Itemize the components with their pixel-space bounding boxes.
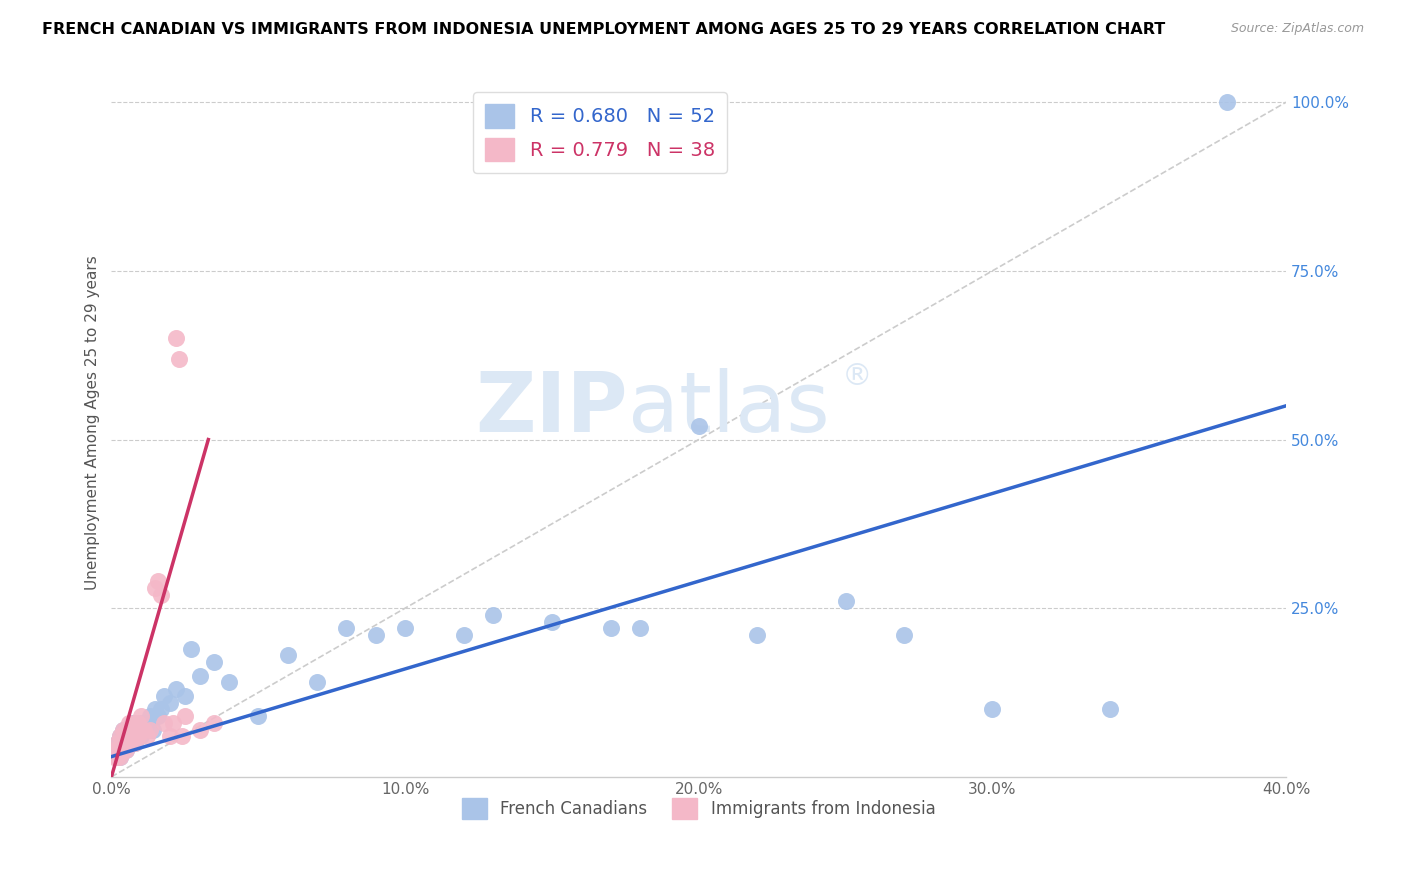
Point: [112, 723, 135, 737]
Point: [165, 682, 187, 697]
Point: [145, 581, 167, 595]
Point: [118, 736, 141, 750]
Point: [121, 730, 143, 744]
Point: [124, 736, 146, 750]
Point: [165, 331, 187, 345]
Point: [188, 723, 211, 737]
Point: [145, 702, 167, 716]
Point: [103, 743, 125, 757]
Point: [202, 715, 225, 730]
Point: [129, 730, 152, 744]
Point: [121, 736, 143, 750]
Y-axis label: Unemployment Among Ages 25 to 29 years: Unemployment Among Ages 25 to 29 years: [86, 255, 100, 591]
Point: [153, 715, 176, 730]
Point: [112, 723, 135, 737]
Point: [124, 736, 146, 750]
Point: [138, 709, 160, 723]
Point: [277, 648, 299, 663]
Point: [115, 736, 138, 750]
Point: [135, 730, 157, 744]
Point: [110, 749, 132, 764]
Point: [364, 628, 387, 642]
Point: [124, 730, 146, 744]
Point: [129, 723, 152, 737]
Point: [115, 743, 138, 757]
Point: [150, 588, 173, 602]
Point: [153, 689, 176, 703]
Point: [132, 723, 155, 737]
Point: [148, 709, 170, 723]
Point: [112, 736, 135, 750]
Text: ZIP: ZIP: [475, 368, 628, 449]
Point: [173, 689, 195, 703]
Point: [121, 715, 143, 730]
Legend: French Canadians, Immigrants from Indonesia: French Canadians, Immigrants from Indone…: [456, 791, 942, 825]
Point: [138, 723, 160, 737]
Point: [121, 723, 143, 737]
Point: [110, 730, 132, 744]
Point: [129, 715, 152, 730]
Point: [747, 628, 769, 642]
Point: [173, 709, 195, 723]
Point: [105, 736, 128, 750]
Point: [628, 622, 651, 636]
Point: [110, 743, 132, 757]
Point: [115, 723, 138, 737]
Point: [105, 736, 128, 750]
Point: [118, 715, 141, 730]
Point: [167, 351, 190, 366]
Point: [599, 622, 621, 636]
Point: [115, 736, 138, 750]
Point: [150, 702, 173, 716]
Point: [159, 696, 181, 710]
Point: [335, 622, 357, 636]
Point: [159, 730, 181, 744]
Point: [110, 730, 132, 744]
Text: atlas: atlas: [628, 368, 830, 449]
Point: [453, 628, 475, 642]
Point: [129, 709, 152, 723]
Point: [115, 743, 138, 757]
Point: [105, 749, 128, 764]
Point: [127, 730, 149, 744]
Point: [127, 715, 149, 730]
Point: [202, 655, 225, 669]
Text: Source: ZipAtlas.com: Source: ZipAtlas.com: [1230, 22, 1364, 36]
Point: [103, 743, 125, 757]
Point: [135, 715, 157, 730]
Point: [112, 743, 135, 757]
Point: [127, 730, 149, 744]
Point: [218, 675, 240, 690]
Point: [115, 730, 138, 744]
Point: [110, 749, 132, 764]
Point: [834, 594, 856, 608]
Point: [170, 730, 193, 744]
Point: [981, 702, 1004, 716]
Point: [180, 641, 202, 656]
Point: [132, 723, 155, 737]
Point: [305, 675, 328, 690]
Text: FRENCH CANADIAN VS IMMIGRANTS FROM INDONESIA UNEMPLOYMENT AMONG AGES 25 TO 29 YE: FRENCH CANADIAN VS IMMIGRANTS FROM INDON…: [42, 22, 1166, 37]
Point: [1098, 702, 1121, 716]
Point: [394, 622, 416, 636]
Point: [482, 607, 505, 622]
Text: ®: ®: [842, 362, 873, 392]
Point: [541, 615, 564, 629]
Point: [1216, 95, 1239, 110]
Point: [141, 723, 163, 737]
Point: [118, 736, 141, 750]
Point: [124, 715, 146, 730]
Point: [112, 743, 135, 757]
Point: [688, 419, 710, 434]
Point: [103, 749, 125, 764]
Point: [148, 574, 170, 589]
Point: [127, 723, 149, 737]
Point: [118, 723, 141, 737]
Point: [247, 709, 270, 723]
Point: [893, 628, 915, 642]
Point: [162, 715, 184, 730]
Point: [188, 668, 211, 682]
